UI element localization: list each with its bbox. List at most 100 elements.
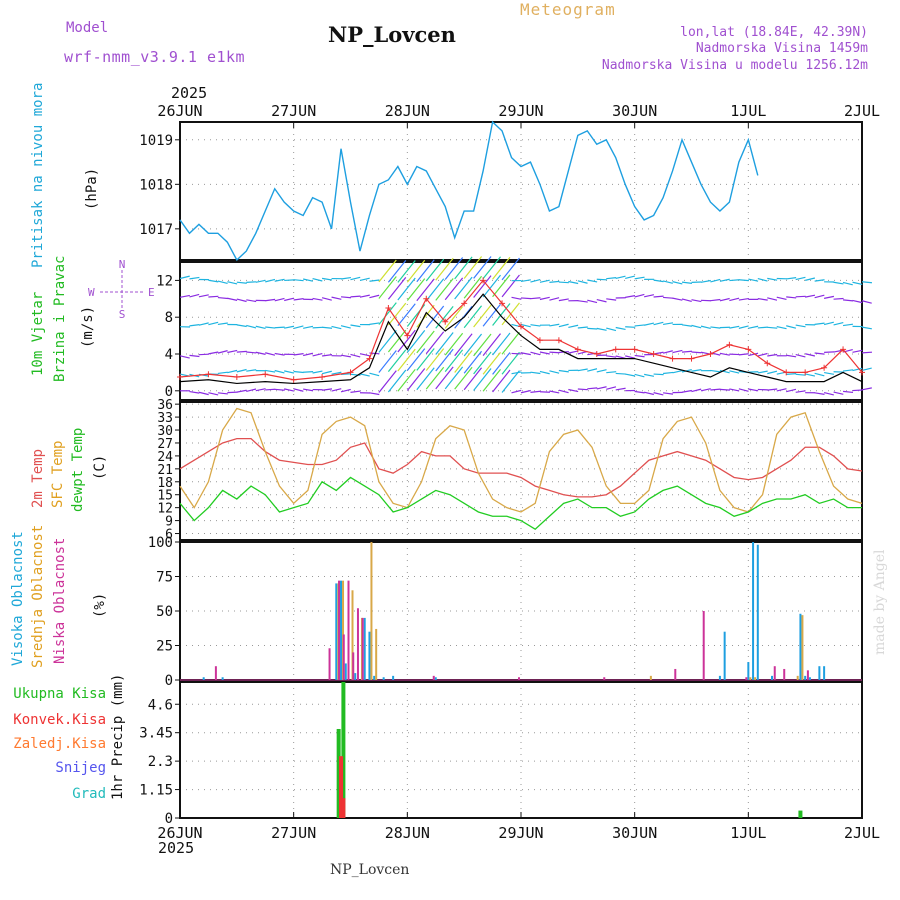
wind-arrow [293,388,304,392]
wind-arrow [482,256,501,280]
wind-arrow [530,297,541,300]
y-tick-label: 27 [157,437,173,452]
wind-arrow [606,327,617,332]
wind-arrow [795,324,806,328]
wind-arrow [189,276,200,280]
cloud-high-bar [221,677,224,680]
y-tick-label: 0 [165,811,173,827]
wind-arrow [824,371,835,375]
wind-arrow [303,278,314,282]
wind-arrow [482,274,501,298]
wind-arrow [416,348,435,371]
wind-arrow [227,297,238,301]
wind-arrow [539,296,550,301]
wind-arrow [634,390,645,394]
cloud-high-bar [344,663,347,680]
wind-arrow [814,352,825,355]
panel-frame [179,261,863,401]
wind-arrow [501,331,520,355]
wind-arrow [454,276,473,300]
wind-arrow [425,278,445,302]
wind-arrow [387,369,407,393]
year-bottom: 2025 [158,839,195,857]
wind-arrow [568,350,579,354]
wind-arrow [795,295,806,298]
y-tick-label: 1018 [139,177,173,193]
wind-arrow [842,323,854,327]
wind-arrow [776,296,787,301]
wind-arrow [397,303,416,327]
wind-arrow [425,366,445,390]
wind-arrow [672,349,683,354]
wind-arrow [568,388,579,393]
station-title: NP_Lovcen [328,22,456,47]
x-tick-label-bottom: 2JUL [844,824,880,842]
wind-arrow [539,351,550,355]
wind-arrow [397,277,416,301]
wind-arrow [757,326,768,329]
wind-arrow [549,370,560,374]
cloud-high-bar [363,617,366,680]
cloud-mid-bar [342,580,345,680]
cloud-low-bar [214,666,217,680]
wind-arrow [463,305,483,329]
wind-arrow [615,355,626,359]
y-tick-label: 6 [165,528,173,543]
wind-arrow-field [179,256,873,396]
wind-arrow [340,354,351,358]
wind-arrow [767,353,778,357]
wind-arrow [700,388,711,392]
wind-arrow [189,293,200,298]
wind-arrow [672,369,683,374]
wind-arrow [473,351,492,375]
wind-arrow [833,321,844,326]
wind-arrow [492,369,511,393]
wind-arrow [748,325,759,329]
wind-arrow [644,294,655,298]
wind-arrow [406,259,426,283]
wind-arrow [596,327,607,331]
wind-arrow [473,275,492,298]
wind-arrow [530,279,541,283]
cloud-low-bar [432,675,435,680]
cloud-low-bar [745,677,748,680]
wind-arrow [463,256,483,279]
wind-arrow [406,368,426,391]
wind-arrow [805,294,816,298]
wind-arrow [719,369,730,374]
wind-arrow [387,259,407,283]
wind-gust-marker [290,376,297,383]
wind-arrow [587,387,598,390]
wind-arrow [322,354,333,357]
y-tick-label: 0 [165,384,173,400]
wind-arrow [814,392,825,395]
wind-arrow [861,351,873,354]
x-tick-label-bottom: 1JUL [730,824,766,842]
precip-convective-bar [339,756,344,818]
wind-arrow [520,279,531,283]
wind-arrow [814,322,825,325]
cloud-mid-bar [649,675,652,680]
wind-arrow [492,303,511,326]
wind-arrow [691,299,702,303]
y-tick-label: 12 [157,502,173,517]
wind-arrow [549,390,560,394]
wind-arrow [359,373,370,377]
wind-arrow [284,388,295,392]
wind-arrow [312,370,323,374]
wind-arrow [331,296,342,300]
wind-arrow [369,279,380,282]
wind-arrow [662,350,673,354]
y-tick-label: 4 [165,347,173,363]
cloud-high-bar [340,580,343,680]
wind-arrow [625,355,636,359]
wind-arrow [663,392,674,395]
wind-arrow [435,257,454,281]
wind-arrow [681,298,692,302]
wind-arrow [246,388,257,393]
wind-gust-marker [840,346,847,353]
wind-arrow [179,294,190,298]
wind-arrow [444,277,464,301]
y-tick-label: 1017 [139,222,173,238]
wind-arrow [236,368,247,373]
